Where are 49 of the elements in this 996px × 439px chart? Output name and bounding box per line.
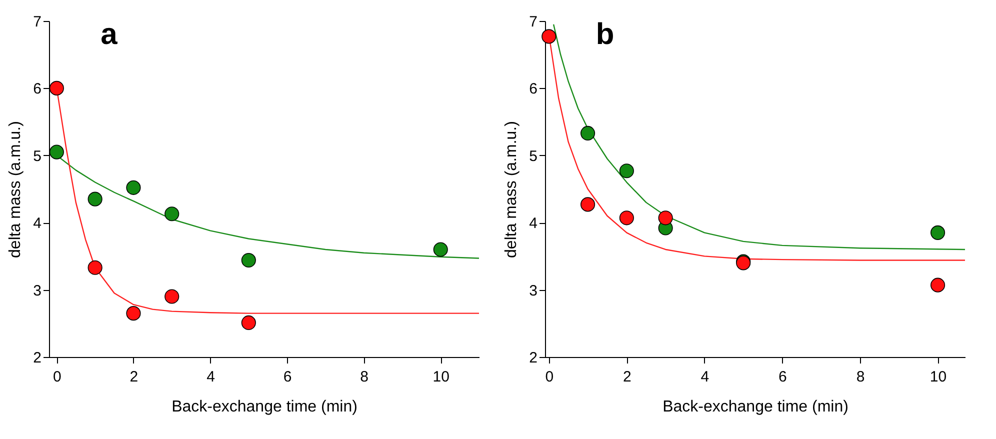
point — [164, 289, 180, 304]
y-tick-label: 4 — [33, 215, 42, 232]
y-tick-label: 7 — [529, 14, 538, 30]
y-tick-label: 3 — [33, 282, 42, 300]
y-axis-title: delta mass (a.m.u.) — [503, 121, 520, 258]
point — [88, 260, 102, 275]
x-tick-label: 2 — [130, 368, 138, 386]
x-tick-label: 4 — [206, 368, 215, 386]
point — [619, 210, 634, 226]
point — [49, 144, 64, 160]
x-tick-label: 0 — [53, 368, 62, 386]
y-tick-label: 6 — [529, 80, 538, 98]
annotation: a — [100, 18, 118, 51]
x-tick-label: 0 — [545, 368, 554, 386]
x-tick-label: 6 — [283, 368, 292, 386]
y-tick-label: 2 — [529, 350, 538, 366]
x-tick-label: 10 — [930, 368, 947, 386]
x-axis-title: Back-exchange time (min) — [172, 398, 358, 416]
y-tick-label: 5 — [529, 148, 538, 165]
x-tick-label: 2 — [622, 368, 632, 386]
point — [241, 315, 256, 330]
point — [126, 306, 141, 321]
y-axis-title: delta mass (a.m.u.) — [7, 121, 24, 258]
point — [433, 242, 448, 257]
x-tick-label: 6 — [778, 368, 787, 386]
x-tick-label: 10 — [432, 368, 450, 386]
y-tick-label: 4 — [529, 215, 538, 232]
x-tick-label: 8 — [856, 368, 865, 386]
point — [930, 278, 946, 292]
y-tick-label: 5 — [33, 148, 42, 165]
point — [580, 126, 596, 140]
point — [658, 210, 673, 226]
y-tick-label: 7 — [33, 14, 42, 30]
y-tick-label: 3 — [529, 282, 538, 300]
point — [580, 197, 596, 212]
point — [241, 252, 256, 268]
point — [88, 192, 102, 206]
y-tick-label: 6 — [33, 80, 42, 98]
x-tick-label: 4 — [700, 368, 710, 386]
point — [542, 29, 556, 44]
x-tick-label: 8 — [360, 368, 368, 386]
point — [619, 164, 634, 178]
point — [930, 225, 946, 240]
y-tick-label: 2 — [33, 350, 42, 366]
annotation: b — [596, 18, 614, 51]
point — [164, 206, 180, 222]
point — [126, 180, 141, 195]
point — [49, 80, 64, 96]
x-axis-title: Back-exchange time (min) — [662, 398, 848, 416]
